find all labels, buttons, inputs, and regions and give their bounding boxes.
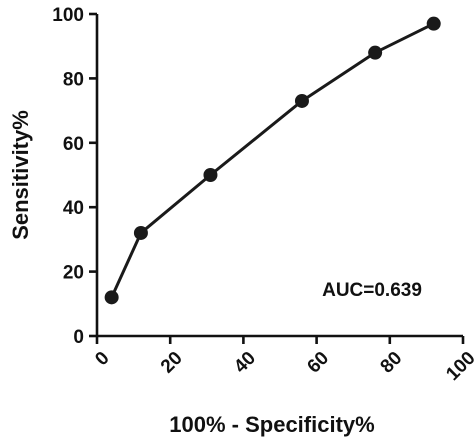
x-tick-label: 0 — [91, 348, 113, 370]
roc-point — [203, 168, 218, 182]
roc-point — [133, 225, 148, 240]
y-ticks: 0 20 40 60 80 100 — [52, 5, 97, 348]
x-tick-label: 80 — [377, 348, 407, 378]
roc-curve-line — [110, 22, 435, 298]
x-tick-label: 40 — [230, 348, 260, 378]
roc-point — [104, 290, 119, 305]
y-tick-label: 60 — [63, 134, 84, 155]
roc-point — [294, 93, 309, 108]
y-tick-label: 80 — [63, 69, 84, 90]
y-tick-label: 40 — [63, 198, 84, 219]
y-tick-label: 0 — [73, 327, 84, 348]
roc-point — [426, 16, 441, 31]
x-tick-label: 20 — [157, 348, 187, 378]
y-tick-label: 100 — [52, 5, 84, 26]
series-layer — [104, 16, 441, 305]
axes — [95, 14, 463, 338]
x-tick-label: 60 — [303, 348, 333, 378]
x-ticks: 0 20 40 60 80 100 — [91, 336, 474, 385]
x-axis-title: 100% - Specificity% — [169, 412, 374, 437]
y-axis-title: Sensitivity% — [8, 110, 33, 240]
y-tick-label: 20 — [63, 263, 84, 284]
auc-annotation: AUC=0.639 — [322, 280, 422, 301]
roc-point — [368, 45, 383, 60]
x-tick-label: 100 — [442, 348, 474, 385]
